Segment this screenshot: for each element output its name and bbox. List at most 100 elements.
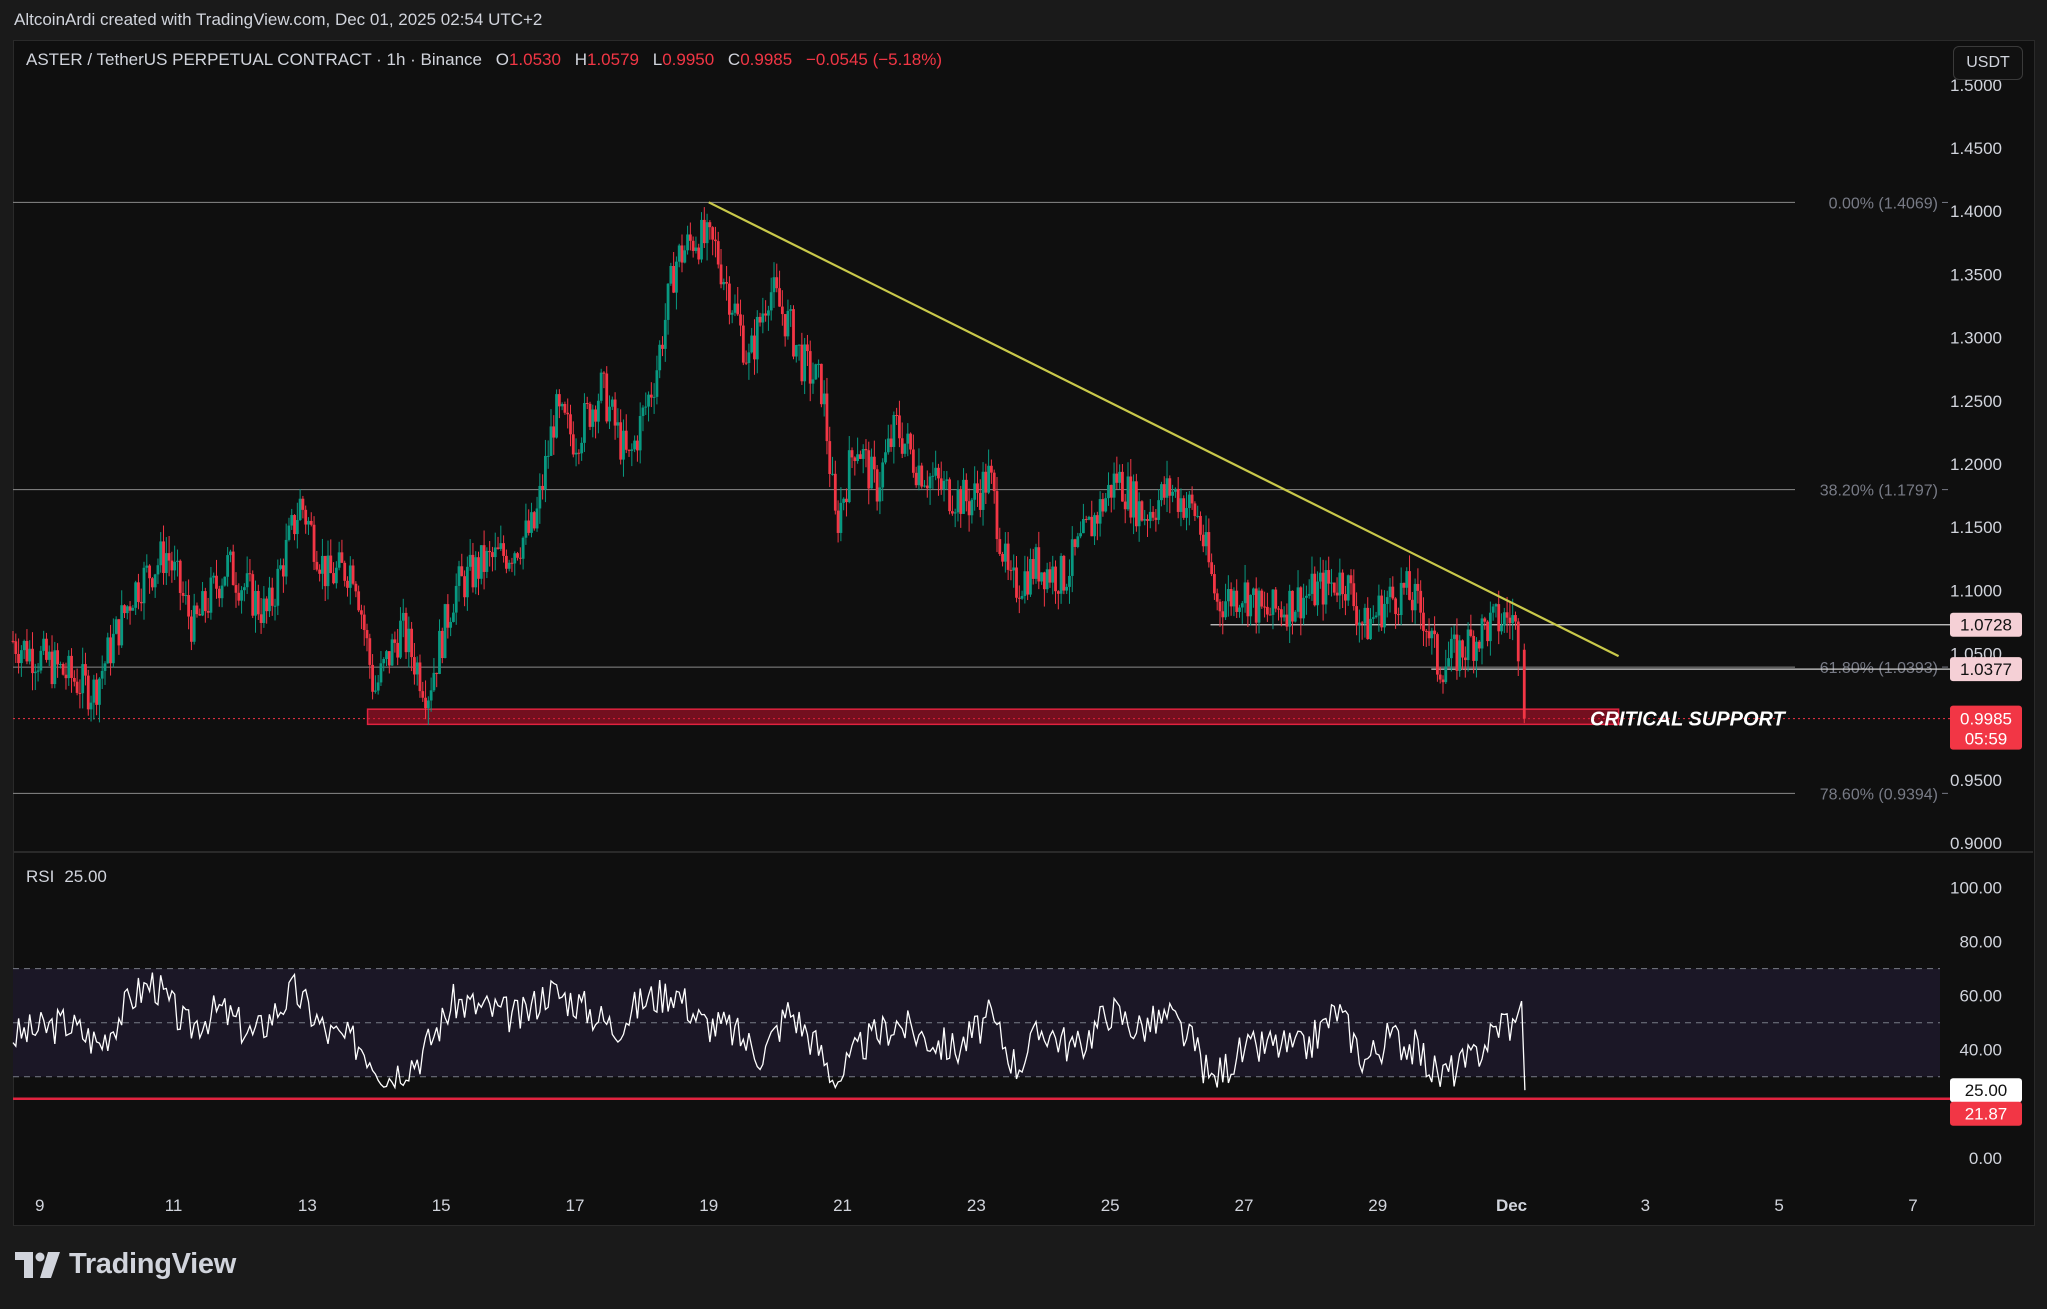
horizontal-lines[interactable] — [13, 624, 2020, 720]
candle-body — [1293, 611, 1297, 622]
candle-body — [429, 690, 433, 701]
candle-body — [1488, 612, 1492, 642]
candle-body — [1274, 589, 1278, 609]
last-price-label: 0.9985 — [1960, 710, 2012, 729]
currency-button[interactable]: USDT — [1953, 46, 2023, 80]
candle-body — [1037, 547, 1041, 582]
candle-body — [1344, 594, 1347, 601]
candle-body — [733, 303, 737, 313]
candle-body — [184, 595, 188, 597]
candle-body — [1062, 555, 1066, 591]
candle-body — [426, 700, 430, 709]
candle-body — [1422, 612, 1425, 631]
candle-body — [1405, 571, 1409, 588]
candle-body — [1318, 572, 1322, 582]
candle-body — [460, 566, 464, 577]
candle-body — [334, 567, 338, 584]
candle-body — [1073, 539, 1077, 547]
tradingview-logo[interactable]: TradingView — [15, 1248, 236, 1281]
candle-body — [452, 612, 455, 622]
candle-body — [181, 592, 185, 596]
candle-body — [304, 509, 308, 525]
candle-body — [259, 614, 263, 623]
candle-body — [747, 352, 751, 363]
candle-body — [649, 394, 653, 398]
fibonacci-retracement[interactable]: 0.00% (1.4069)38.20% (1.1797)61.80% (1.0… — [13, 195, 1948, 803]
candle-body — [142, 567, 146, 604]
candle-body — [691, 240, 695, 251]
candle-body — [1224, 601, 1227, 618]
candle-body — [1076, 536, 1080, 547]
candle-body — [1522, 649, 1526, 719]
price-tick-label: 1.1000 — [1950, 581, 2002, 600]
candle-body — [716, 241, 720, 265]
candle-body — [1109, 484, 1113, 498]
high-label: H — [574, 50, 587, 69]
candle-body — [819, 363, 823, 405]
candle-body — [156, 565, 160, 575]
candle-body — [1452, 634, 1456, 639]
candle-body — [1305, 595, 1308, 598]
candle-body — [78, 692, 82, 694]
candle-body — [100, 670, 104, 679]
candle-body — [312, 524, 316, 562]
candle-body — [223, 576, 227, 586]
support-zone[interactable]: CRITICAL SUPPORT — [366, 708, 1787, 731]
candle-body — [518, 557, 522, 559]
trendline[interactable] — [708, 201, 1620, 658]
candle-body — [864, 449, 868, 451]
candle-body — [1126, 476, 1130, 510]
candle-body — [736, 303, 740, 315]
candle-body — [596, 400, 600, 422]
candle-body — [990, 465, 993, 473]
candle-body — [134, 582, 138, 608]
candle-body — [1196, 515, 1200, 517]
candle-body — [1082, 519, 1085, 534]
chart-caption: AltcoinArdi created with TradingView.com… — [14, 10, 543, 29]
candle-body — [630, 449, 634, 451]
candle-body — [1112, 473, 1116, 498]
candle-body — [293, 515, 296, 535]
candle-body — [1282, 614, 1286, 618]
candle-body — [1327, 570, 1331, 584]
candle-body — [256, 590, 260, 615]
candle-body — [981, 471, 985, 510]
candle-body — [680, 245, 684, 263]
candle-body — [1408, 571, 1411, 600]
candle-body — [636, 440, 639, 451]
candle-body — [1207, 532, 1211, 563]
candle-body — [1048, 569, 1052, 583]
rsi-tick-label: 100.00 — [1950, 879, 2002, 898]
candle-body — [1179, 498, 1183, 512]
candle-body — [1508, 617, 1512, 624]
candle-body — [387, 651, 391, 666]
time-tick-label: 9 — [35, 1196, 44, 1215]
candle-body — [959, 489, 963, 514]
candle-body — [1321, 572, 1325, 605]
candle-body — [1475, 641, 1478, 661]
low-label: L — [652, 50, 663, 69]
candle-body — [323, 555, 327, 587]
candle-body — [276, 568, 280, 606]
time-tick-label: 7 — [1908, 1196, 1917, 1215]
candle-body — [1299, 587, 1303, 619]
candle-body — [976, 483, 979, 493]
candle-body — [357, 591, 361, 611]
candle-body — [279, 565, 282, 569]
candle-body — [1045, 569, 1049, 590]
candle-body — [920, 465, 924, 487]
candle-body — [1505, 612, 1509, 618]
candle-body — [850, 450, 854, 458]
candle-body — [1410, 599, 1414, 611]
candle-body — [647, 394, 650, 407]
candle-body — [39, 650, 43, 671]
candle-body — [1383, 603, 1386, 628]
candle-body — [605, 373, 609, 422]
candle-body — [98, 678, 101, 705]
candle-body — [22, 640, 26, 651]
candle-body — [209, 577, 213, 613]
candle-body — [898, 415, 901, 439]
candle-body — [616, 422, 620, 426]
candle-body — [1232, 590, 1236, 607]
